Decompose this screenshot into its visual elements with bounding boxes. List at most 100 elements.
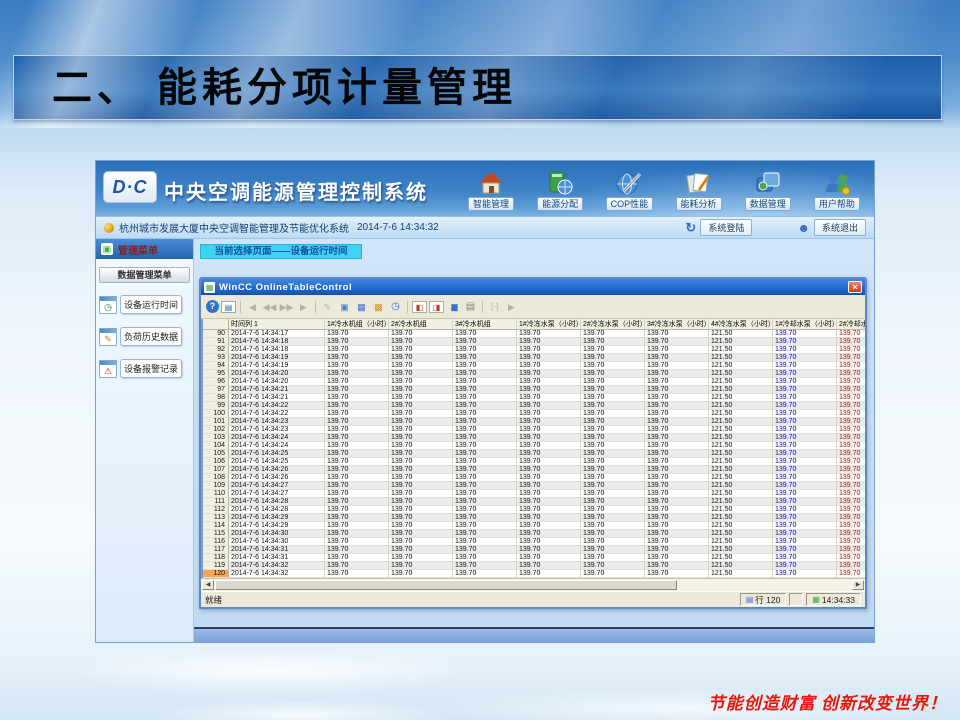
sidebar-item-label[interactable]: 负荷历史数据 bbox=[120, 327, 183, 346]
row-number[interactable]: 102 bbox=[203, 426, 229, 434]
row-number[interactable]: 112 bbox=[203, 506, 229, 514]
fast-forward-icon[interactable]: ▶▶ bbox=[279, 301, 294, 312]
column-header[interactable]: 时间列 1 bbox=[229, 319, 325, 330]
table-row[interactable]: 114 2014-7-6 14:34:29 139.70 139.70 139.70 13… bbox=[203, 522, 865, 530]
copy-icon[interactable]: ▣ bbox=[340, 301, 349, 312]
first-record-icon[interactable]: ◀ bbox=[249, 301, 256, 312]
table-row[interactable]: 93 2014-7-6 14:34:19 139.70 139.70 139.70 139… bbox=[203, 354, 865, 362]
table-row[interactable]: 117 2014-7-6 14:34:31 139.70 139.70 139.70 13… bbox=[203, 546, 865, 554]
horizontal-scrollbar[interactable]: ◀ ▶ bbox=[201, 578, 865, 591]
table-row[interactable]: 120 2014-7-6 14:34:32 139.70 139.70 139.70 13… bbox=[203, 570, 865, 578]
nav-label[interactable]: 能源分配 bbox=[537, 197, 584, 211]
table-row[interactable]: 91 2014-7-6 14:34:18 139.70 139.70 139.70 139… bbox=[203, 338, 865, 346]
row-number[interactable]: 118 bbox=[203, 554, 229, 562]
row-number[interactable]: 106 bbox=[203, 458, 229, 466]
pause-icon[interactable]: ▮▮ bbox=[450, 301, 459, 312]
table-row[interactable]: 113 2014-7-6 14:34:29 139.70 139.70 139.70 13… bbox=[203, 514, 865, 522]
row-number[interactable]: 96 bbox=[203, 378, 229, 386]
system-login-button[interactable]: 系统登陆 bbox=[700, 219, 753, 236]
row-number[interactable]: 117 bbox=[203, 546, 229, 554]
column-header[interactable]: 1#冷却水泵（小时） bbox=[773, 319, 837, 330]
nav-label[interactable]: COP性能 bbox=[605, 197, 654, 211]
current-page-tab[interactable]: 当前选择页面——设备运行时间 bbox=[200, 244, 362, 259]
time-range-icon[interactable]: ▩ bbox=[374, 301, 383, 312]
row-number[interactable]: 113 bbox=[203, 514, 229, 522]
row-number[interactable]: 92 bbox=[203, 346, 229, 354]
table-row[interactable]: 94 2014-7-6 14:34:19 139.70 139.70 139.70 139… bbox=[203, 362, 865, 370]
row-number[interactable]: 115 bbox=[203, 530, 229, 538]
row-number[interactable]: 103 bbox=[203, 434, 229, 442]
table-row[interactable]: 105 2014-7-6 14:34:25 139.70 139.70 139.70 13… bbox=[203, 450, 865, 458]
nav-item-energy-analysis[interactable]: 能耗分析 bbox=[666, 164, 732, 216]
select-range-icon[interactable]: [-] bbox=[490, 301, 499, 311]
table-row[interactable]: 110 2014-7-6 14:34:27 139.70 139.70 139.70 13… bbox=[203, 490, 865, 498]
time-base-icon[interactable]: ◷ bbox=[391, 300, 400, 312]
row-number[interactable]: 93 bbox=[203, 354, 229, 362]
nav-item-smart-management[interactable]: 智能管理 bbox=[458, 164, 524, 216]
row-number[interactable]: 94 bbox=[203, 362, 229, 370]
table-row[interactable]: 111 2014-7-6 14:34:28 139.70 139.70 139.70 13… bbox=[203, 498, 865, 506]
scroll-right-icon[interactable]: ▶ bbox=[852, 580, 864, 590]
row-number[interactable]: 120 bbox=[203, 570, 229, 578]
last-record-icon[interactable]: ▶ bbox=[300, 301, 307, 312]
row-number[interactable]: 95 bbox=[203, 370, 229, 378]
nav-item-data-management[interactable]: 数据管理 bbox=[735, 164, 801, 216]
sidebar-item-load-history[interactable]: ✎ 负荷历史数据 bbox=[99, 327, 191, 346]
nav-item-cop-performance[interactable]: COP性能 bbox=[596, 164, 662, 216]
row-number[interactable]: 101 bbox=[203, 418, 229, 426]
import-data-icon[interactable]: ◧ bbox=[412, 300, 427, 313]
table-row[interactable]: 109 2014-7-6 14:34:27 139.70 139.70 139.70 13… bbox=[203, 482, 865, 490]
sidebar-item-alarm-records[interactable]: ⚠ 设备报警记录 bbox=[99, 359, 191, 378]
export-data-icon[interactable]: ◨ bbox=[429, 300, 444, 313]
table-row[interactable]: 98 2014-7-6 14:34:21 139.70 139.70 139.70 139… bbox=[203, 394, 865, 402]
table-row[interactable]: 118 2014-7-6 14:34:31 139.70 139.70 139.70 13… bbox=[203, 554, 865, 562]
row-number[interactable]: 110 bbox=[203, 490, 229, 498]
nav-label[interactable]: 能耗分析 bbox=[675, 197, 722, 211]
table-row[interactable]: 116 2014-7-6 14:34:30 139.70 139.70 139.70 13… bbox=[203, 538, 865, 546]
table-row[interactable]: 106 2014-7-6 14:34:25 139.70 139.70 139.70 13… bbox=[203, 458, 865, 466]
row-number[interactable]: 109 bbox=[203, 482, 229, 490]
sidebar-submenu-header[interactable]: 数据管理菜单 bbox=[99, 267, 190, 283]
table-row[interactable]: 101 2014-7-6 14:34:23 139.70 139.70 139.70 13… bbox=[203, 418, 865, 426]
fast-back-icon[interactable]: ◀◀ bbox=[262, 301, 277, 312]
row-number[interactable]: 104 bbox=[203, 442, 229, 450]
help-icon[interactable]: ? bbox=[206, 300, 219, 313]
column-header[interactable]: 1#冷冻水泵（小时） bbox=[517, 319, 581, 330]
row-number[interactable]: 119 bbox=[203, 562, 229, 570]
table-row[interactable]: 100 2014-7-6 14:34:22 139.70 139.70 139.70 13… bbox=[203, 410, 865, 418]
column-header[interactable]: 1#冷水机组（小时） bbox=[325, 319, 389, 330]
table-row[interactable]: 103 2014-7-6 14:34:24 139.70 139.70 139.70 13… bbox=[203, 434, 865, 442]
table-row[interactable]: 97 2014-7-6 14:34:21 139.70 139.70 139.70 139… bbox=[203, 386, 865, 394]
nav-item-user-help[interactable]: 用户帮助 bbox=[804, 164, 870, 216]
row-number[interactable]: 108 bbox=[203, 474, 229, 482]
system-logout-button[interactable]: 系统退出 bbox=[813, 219, 866, 236]
wincc-titlebar[interactable]: ▦ WinCC OnlineTableControl × bbox=[201, 279, 865, 295]
nav-label[interactable]: 用户帮助 bbox=[813, 197, 860, 211]
nav-label[interactable]: 数据管理 bbox=[744, 197, 791, 211]
sidebar-item-label[interactable]: 设备报警记录 bbox=[120, 359, 183, 378]
table-row[interactable]: 108 2014-7-6 14:34:26 139.70 139.70 139.70 13… bbox=[203, 474, 865, 482]
table-row[interactable]: 104 2014-7-6 14:34:24 139.70 139.70 139.70 13… bbox=[203, 442, 865, 450]
nav-item-energy-allocation[interactable]: 能源分配 bbox=[527, 164, 593, 216]
row-number[interactable]: 91 bbox=[203, 338, 229, 346]
table-row[interactable]: 119 2014-7-6 14:34:32 139.70 139.70 139.70 13… bbox=[203, 562, 865, 570]
table-row[interactable]: 107 2014-7-6 14:34:26 139.70 139.70 139.70 13… bbox=[203, 466, 865, 474]
row-number[interactable]: 114 bbox=[203, 522, 229, 530]
table-row[interactable]: 95 2014-7-6 14:34:20 139.70 139.70 139.70 139… bbox=[203, 370, 865, 378]
row-number[interactable]: 107 bbox=[203, 466, 229, 474]
scroll-left-icon[interactable]: ◀ bbox=[202, 580, 214, 590]
jump-icon[interactable]: ▶ bbox=[508, 301, 515, 312]
scrollbar-thumb[interactable] bbox=[215, 580, 677, 590]
nav-label[interactable]: 智能管理 bbox=[467, 197, 514, 211]
row-number[interactable]: 98 bbox=[203, 394, 229, 402]
column-header[interactable]: 2#冷却水泵（小时） bbox=[837, 319, 865, 330]
table-row[interactable]: 90 2014-7-6 14:34:17 139.70 139.70 139.70 139… bbox=[203, 330, 865, 338]
sidebar-item-label[interactable]: 设备运行时间 bbox=[120, 295, 183, 314]
table-row[interactable]: 99 2014-7-6 14:34:22 139.70 139.70 139.70 139… bbox=[203, 402, 865, 410]
column-header[interactable]: 4#冷冻水泵（小时） bbox=[709, 319, 773, 330]
table-row[interactable]: 115 2014-7-6 14:34:30 139.70 139.70 139.70 13… bbox=[203, 530, 865, 538]
table-row[interactable]: 112 2014-7-6 14:34:28 139.70 139.70 139.70 13… bbox=[203, 506, 865, 514]
table-row[interactable]: 96 2014-7-6 14:34:20 139.70 139.70 139.70 139… bbox=[203, 378, 865, 386]
row-number[interactable]: 116 bbox=[203, 538, 229, 546]
edit-icon[interactable]: ✎ bbox=[323, 301, 332, 312]
